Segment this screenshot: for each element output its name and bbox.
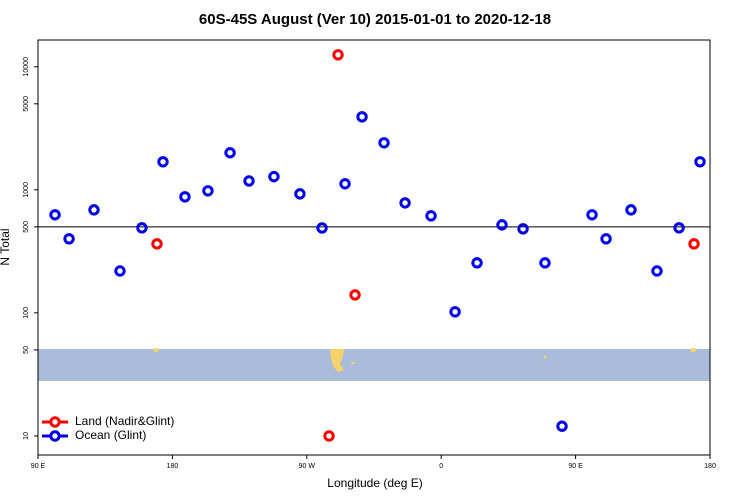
legend-label: Land (Nadir&Glint) (75, 414, 174, 428)
legend-marker (49, 430, 61, 442)
data-point (399, 197, 411, 209)
data-point (517, 223, 529, 235)
data-point (323, 430, 335, 442)
data-point (600, 233, 612, 245)
data-point (378, 137, 390, 149)
data-point (339, 178, 351, 190)
x-tick-label: 90 E (568, 463, 583, 470)
data-point (179, 191, 191, 203)
land-shape (690, 348, 696, 352)
data-point (243, 175, 255, 187)
y-tick-label: 10 (23, 432, 30, 440)
land-shape (351, 362, 355, 364)
y-tick-label: 100 (23, 307, 30, 319)
x-tick-label: 0 (439, 463, 443, 470)
land-shape (543, 355, 547, 359)
data-point (316, 222, 328, 234)
x-tick-label: 180 (167, 463, 179, 470)
data-point (151, 238, 163, 250)
map-strip (38, 348, 710, 381)
data-point (471, 257, 483, 269)
data-point (556, 420, 568, 432)
land-shape (153, 348, 159, 352)
legend-marker (49, 416, 61, 428)
data-point (539, 257, 551, 269)
data-point (63, 233, 75, 245)
data-point (449, 306, 461, 318)
data-point (694, 156, 706, 168)
data-point (349, 289, 361, 301)
y-tick-label: 1000 (23, 182, 30, 198)
data-point (268, 170, 280, 183)
data-point (202, 185, 214, 197)
data-point (88, 204, 100, 216)
y-tick-label: 50 (23, 346, 30, 354)
data-point (425, 210, 437, 222)
land-shape (330, 349, 344, 372)
x-axis-label: Longitude (deg E) (327, 476, 422, 490)
legend-label: Ocean (Glint) (75, 428, 146, 442)
data-point (673, 222, 685, 234)
data-point (114, 265, 126, 277)
data-point (586, 209, 598, 221)
x-tick-label: 90 W (299, 463, 316, 470)
chart-title: 60S-45S August (Ver 10) 2015-01-01 to 20… (199, 11, 551, 28)
data-point (332, 49, 344, 61)
x-tick-label: 90 E (31, 463, 46, 470)
data-point (157, 156, 169, 168)
x-tick-label: 180 (704, 463, 716, 470)
data-point (651, 265, 663, 277)
y-tick-label: 5000 (23, 96, 30, 112)
data-point (496, 219, 508, 231)
data-point (136, 222, 148, 234)
data-point (688, 238, 700, 250)
data-point (625, 204, 637, 216)
data-point (294, 188, 306, 200)
y-tick-label: 500 (23, 221, 30, 233)
data-point (356, 111, 368, 123)
plot-frame (37, 39, 711, 456)
data-point (224, 147, 236, 159)
y-tick-label: 10000 (23, 57, 30, 77)
ocean-band (38, 349, 710, 381)
data-point (49, 209, 61, 221)
y-axis-label: N Total (0, 228, 12, 265)
